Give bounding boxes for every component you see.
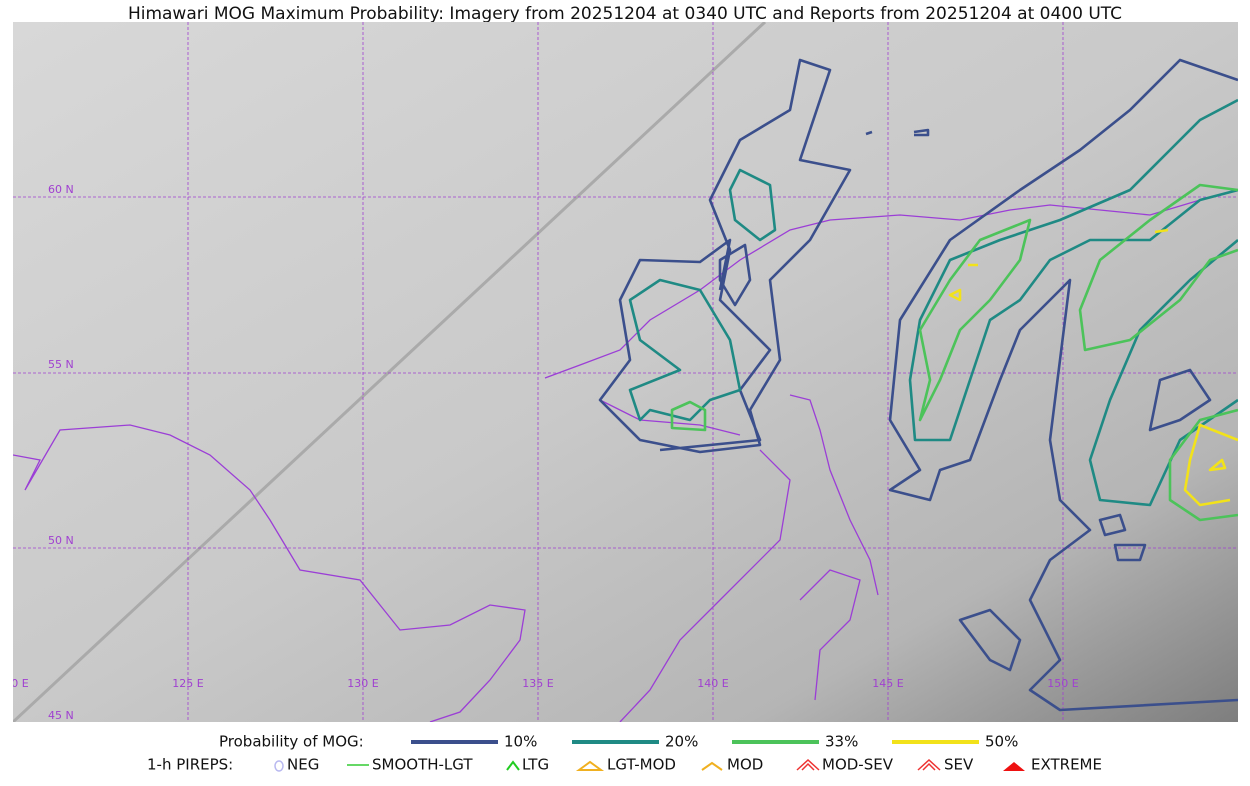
- lon-label: 145 E: [872, 677, 903, 690]
- scan-line: [13, 22, 767, 722]
- contour: [918, 218, 1032, 422]
- legend-label: 20%: [665, 733, 698, 751]
- satellite-imagery: [13, 22, 1238, 722]
- contour: [728, 168, 777, 242]
- contour: [958, 368, 1212, 672]
- pirep-icon: [575, 760, 605, 771]
- legend: Probability of MOG: 10% 20% 33% 50% 1-h …: [147, 733, 1102, 774]
- pirep-icon: [917, 758, 941, 771]
- pirep-icon: [796, 758, 820, 771]
- pirep-label: LGT-MOD: [607, 756, 676, 774]
- lon-label: 130 E: [347, 677, 378, 690]
- coastline: [544, 189, 1238, 379]
- legend-label: 50%: [985, 733, 1018, 751]
- lat-label: 50 N: [48, 534, 74, 547]
- coastline: [619, 449, 791, 722]
- lon-label: 135 E: [522, 677, 553, 690]
- grid: [13, 22, 1238, 722]
- coastline: [799, 569, 861, 701]
- lon-label: 125 E: [172, 677, 203, 690]
- lat-label: 60 N: [48, 183, 74, 196]
- contour: [718, 243, 752, 307]
- contour: [865, 128, 930, 137]
- mog-legend-label: Probability of MOG:: [219, 733, 364, 751]
- contour: [1078, 183, 1238, 352]
- pirep-label: EXTREME: [1031, 756, 1102, 774]
- pirep-label: LTG: [522, 756, 549, 774]
- coastline: [13, 424, 526, 722]
- pirep-icon: [274, 760, 284, 772]
- pirep-label: MOD-SEV: [822, 756, 894, 774]
- lat-label: 45 N: [48, 709, 74, 722]
- lat-labels: 60 N 55 N 50 N 45 N: [48, 183, 74, 722]
- contour: [1168, 408, 1238, 522]
- pirep-icon: [1003, 762, 1025, 771]
- pirep-label: SEV: [944, 756, 974, 774]
- lon-label: 140 E: [697, 677, 728, 690]
- legend-label: 33%: [825, 733, 858, 751]
- pirep-icon: [701, 761, 723, 771]
- title: Himawari MOG Maximum Probability: Imager…: [128, 4, 1122, 24]
- pirep-icon: [506, 760, 520, 771]
- legend-label: 10%: [504, 733, 537, 751]
- contour: [670, 400, 707, 432]
- contour: [598, 58, 852, 454]
- coastline: [599, 399, 741, 436]
- contour: [888, 58, 1238, 712]
- pirep-label: SMOOTH-LGT: [372, 756, 473, 774]
- lon-labels: 120 E 125 E 130 E 135 E 140 E 145 E 150 …: [0, 677, 1079, 690]
- lon-label: 120 E: [0, 677, 29, 690]
- contour: [948, 228, 1238, 507]
- lon-label: 150 E: [1047, 677, 1078, 690]
- lat-label: 55 N: [48, 358, 74, 371]
- contour: [908, 98, 1238, 442]
- coastlines: [13, 189, 1238, 722]
- pirep-legend-label: 1-h PIREPS:: [147, 756, 233, 774]
- pirep-label: MOD: [727, 756, 763, 774]
- map: 60 N 55 N 50 N 45 N 120 E 125 E 130 E 13…: [0, 22, 1238, 722]
- contour: [628, 278, 742, 422]
- coastline: [789, 394, 879, 596]
- contours: [598, 58, 1238, 712]
- pirep-label: NEG: [287, 756, 319, 774]
